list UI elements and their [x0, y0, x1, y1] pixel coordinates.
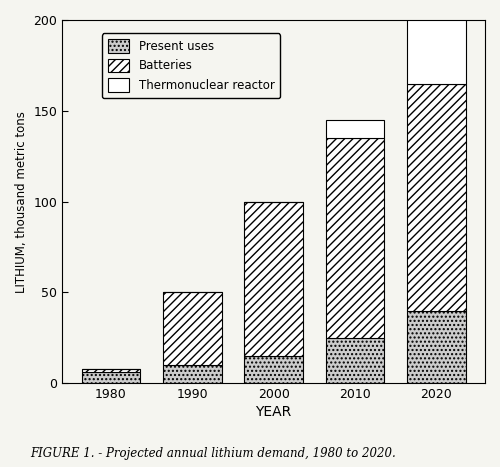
X-axis label: YEAR: YEAR — [256, 405, 292, 419]
Bar — [407, 84, 466, 311]
Bar — [407, 16, 466, 84]
Bar — [163, 365, 222, 383]
Bar — [407, 311, 466, 383]
Bar — [244, 202, 303, 356]
Bar — [326, 120, 384, 138]
Bar — [326, 138, 384, 338]
Bar — [244, 356, 303, 383]
Y-axis label: LITHIUM, thousand metric tons: LITHIUM, thousand metric tons — [15, 111, 28, 293]
Bar — [163, 292, 222, 365]
Text: FIGURE 1. - Projected annual lithium demand, 1980 to 2020.: FIGURE 1. - Projected annual lithium dem… — [30, 447, 396, 460]
Bar — [82, 372, 140, 383]
Bar — [326, 338, 384, 383]
Bar — [82, 369, 140, 372]
Legend: Present uses, Batteries, Thermonuclear reactor: Present uses, Batteries, Thermonuclear r… — [102, 33, 281, 98]
